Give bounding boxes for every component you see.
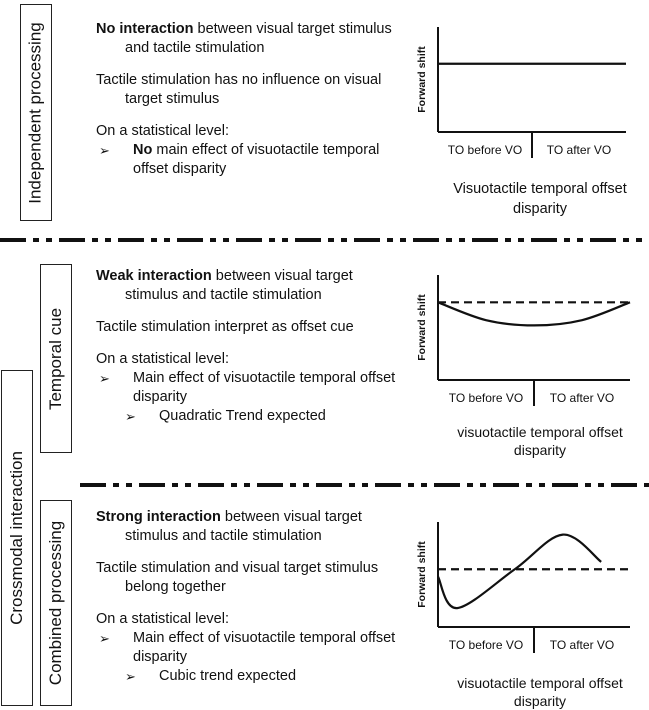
effect-bullet: ➢ Main effect of visuotactile temporal o… — [99, 370, 396, 405]
stat-heading: On a statistical level: — [96, 351, 229, 367]
stat-heading: On a statistical level: — [96, 123, 229, 139]
arrowhead-icon: ➢ — [99, 143, 110, 158]
xlabel-independent: Visuotactile temporal offset disparity — [453, 181, 627, 217]
arrowhead-icon: ➢ — [99, 371, 110, 386]
chart-independent: Forward shift TO before VO TO after VO — [416, 27, 626, 158]
trend-bullet: ➢ Cubic trend expected — [125, 668, 297, 684]
trend-bullet: ➢ Quadratic Trend expected — [125, 408, 326, 424]
effect-bullet: ➢ Main effect of visuotactile temporal o… — [99, 630, 396, 665]
xlabel-combined: visuotactile temporal offset disparity — [457, 675, 623, 709]
series-cubic — [436, 533, 602, 610]
section-separator — [0, 238, 649, 242]
x-tick-label: TO after VO — [550, 391, 614, 405]
y-axis-label: Forward shift — [416, 294, 428, 361]
arrowhead-icon: ➢ — [125, 409, 136, 424]
x-tick-label: TO before VO — [449, 391, 523, 405]
x-tick-label: TO before VO — [449, 638, 523, 652]
chart-combined: Forward shift TO before VO TO after VO — [416, 522, 630, 653]
combined-processing-label: Combined processing — [40, 500, 72, 706]
description: Tactile stimulation has no influence on … — [96, 72, 382, 107]
y-axis-label: Forward shift — [416, 541, 428, 608]
stat-heading: On a statistical level: — [96, 611, 229, 627]
plot-combined: Forward shift TO before VO TO after VO — [408, 517, 644, 664]
arrowhead-icon: ➢ — [99, 631, 110, 646]
plot-independent: Forward shift TO before VO TO after VO — [408, 22, 644, 172]
xlabel-temporal: visuotactile temporal offset disparity — [457, 424, 623, 458]
subsection-separator — [80, 483, 649, 487]
plot-temporal: Forward shift TO before VO TO after VO — [408, 270, 644, 412]
interaction-statement: Strong interaction between visual target… — [96, 509, 362, 544]
interaction-statement: No interaction between visual target sti… — [96, 21, 392, 56]
interaction-statement: Weak interaction between visual target s… — [96, 268, 353, 303]
crossmodal-interaction-label: Crossmodal interaction — [1, 370, 33, 706]
x-tick-label: TO before VO — [448, 143, 522, 157]
combined-processing-text: Strong interaction between visual target… — [96, 508, 396, 686]
temporal-cue-label: Temporal cue — [40, 264, 72, 453]
x-tick-label: TO after VO — [550, 638, 614, 652]
arrowhead-icon: ➢ — [125, 669, 136, 684]
series-quadratic — [437, 301, 631, 327]
x-tick-label: TO after VO — [547, 143, 611, 157]
description: Tactile stimulation and visual target st… — [96, 560, 379, 595]
independent-text: No interaction between visual target sti… — [96, 20, 396, 179]
y-axis-label: Forward shift — [416, 46, 428, 113]
independent-processing-label: Independent processing — [20, 4, 52, 221]
temporal-cue-text: Weak interaction between visual target s… — [96, 267, 396, 426]
chart-temporal: Forward shift TO before VO TO after VO — [416, 275, 631, 406]
effect-bullet: ➢ No main effect of visuotactile tempora… — [99, 142, 380, 177]
description: Tactile stimulation interpret as offset … — [96, 319, 354, 335]
